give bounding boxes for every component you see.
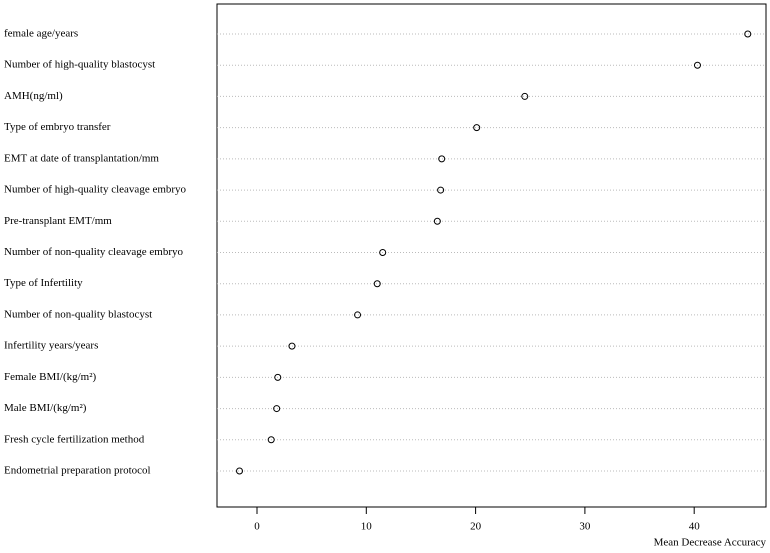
y-tick-label: Number of high-quality cleavage embryo — [4, 184, 187, 196]
y-tick-label: Number of non-quality cleavage embryo — [4, 246, 183, 258]
y-tick-label: Number of high-quality blastocyst — [4, 59, 155, 71]
y-tick-label: AMH(ng/ml) — [4, 90, 63, 102]
dot — [236, 467, 244, 475]
dot — [438, 155, 446, 163]
y-tick-label: Male BMI/(kg/m²) — [4, 402, 87, 414]
x-tick-label: 20 — [470, 521, 482, 533]
y-tick-label: Type of embryo transfer — [4, 121, 111, 133]
y-tick-label: Pre-transplant EMT/mm — [4, 215, 112, 227]
y-tick-label: Number of non-quality blastocyst — [4, 308, 152, 320]
x-tick-label: 40 — [689, 521, 701, 533]
dot — [274, 373, 282, 381]
dot — [267, 436, 275, 444]
x-tick-label: 10 — [361, 521, 373, 533]
dot — [437, 186, 445, 194]
dot — [379, 249, 387, 256]
dot — [354, 311, 362, 319]
y-tick-label: female age/years — [4, 28, 78, 40]
x-tick-label: 0 — [254, 521, 260, 533]
plot-frame — [216, 3, 767, 508]
dot — [273, 405, 281, 413]
dot — [473, 124, 481, 132]
y-tick-label: Endometrial preparation protocol — [4, 465, 151, 477]
y-tick-label: Female BMI/(kg/m²) — [4, 371, 97, 383]
dot — [373, 280, 381, 288]
y-tick-label: Infertility years/years — [4, 340, 98, 352]
dot — [693, 61, 701, 69]
y-tick-label: EMT at date of transplantation/mm — [4, 152, 159, 164]
x-tick-label: 30 — [579, 521, 591, 533]
dot — [521, 92, 529, 100]
x-axis-label: Mean Decrease Accuracy — [654, 537, 767, 549]
dot — [433, 217, 441, 225]
y-tick-label: Type of Infertility — [4, 277, 83, 289]
dot — [744, 30, 752, 38]
y-tick-label: Fresh cycle fertilization method — [4, 433, 145, 445]
dot — [288, 342, 296, 350]
